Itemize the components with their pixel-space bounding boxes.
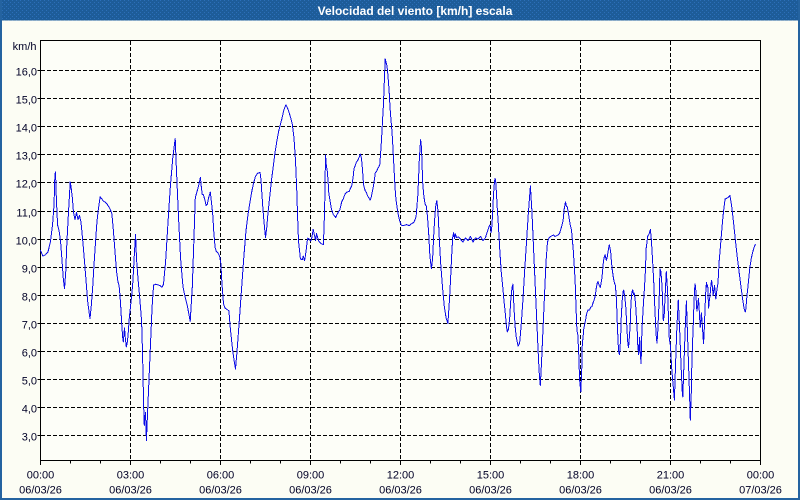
- svg-text:09:00: 09:00: [297, 470, 325, 482]
- svg-text:06/03/26: 06/03/26: [289, 485, 332, 497]
- svg-text:00:00: 00:00: [747, 470, 775, 482]
- svg-text:06/03/26: 06/03/26: [19, 485, 62, 497]
- svg-text:07/03/26: 07/03/26: [739, 485, 782, 497]
- svg-text:10,0: 10,0: [16, 236, 37, 248]
- svg-text:Velocidad del viento [km/h] es: Velocidad del viento [km/h] escala: [318, 4, 513, 18]
- svg-text:7,0: 7,0: [22, 320, 37, 332]
- svg-text:15:00: 15:00: [477, 470, 505, 482]
- svg-text:11,0: 11,0: [16, 208, 37, 220]
- svg-text:06/03/26: 06/03/26: [199, 485, 242, 497]
- svg-text:18:00: 18:00: [567, 470, 595, 482]
- svg-text:13,0: 13,0: [16, 151, 37, 163]
- svg-text:km/h: km/h: [13, 41, 37, 53]
- svg-text:8,0: 8,0: [22, 292, 37, 304]
- svg-text:5,0: 5,0: [22, 376, 37, 388]
- svg-text:6,0: 6,0: [22, 348, 37, 360]
- svg-text:4,0: 4,0: [22, 404, 37, 416]
- svg-text:9,0: 9,0: [22, 264, 37, 276]
- svg-text:12:00: 12:00: [387, 470, 415, 482]
- svg-text:06/03/26: 06/03/26: [559, 485, 602, 497]
- svg-text:15,0: 15,0: [16, 95, 37, 107]
- svg-text:06:00: 06:00: [207, 470, 235, 482]
- svg-text:06/03/26: 06/03/26: [109, 485, 152, 497]
- svg-text:16,0: 16,0: [16, 67, 37, 79]
- svg-text:06/03/26: 06/03/26: [379, 485, 422, 497]
- svg-text:3,0: 3,0: [22, 432, 37, 444]
- svg-text:14,0: 14,0: [16, 123, 37, 135]
- svg-text:03:00: 03:00: [117, 470, 145, 482]
- svg-text:00:00: 00:00: [27, 470, 55, 482]
- svg-text:21:00: 21:00: [657, 470, 685, 482]
- svg-text:12,0: 12,0: [16, 179, 37, 191]
- svg-text:06/03/26: 06/03/26: [649, 485, 692, 497]
- svg-text:06/03/26: 06/03/26: [469, 485, 512, 497]
